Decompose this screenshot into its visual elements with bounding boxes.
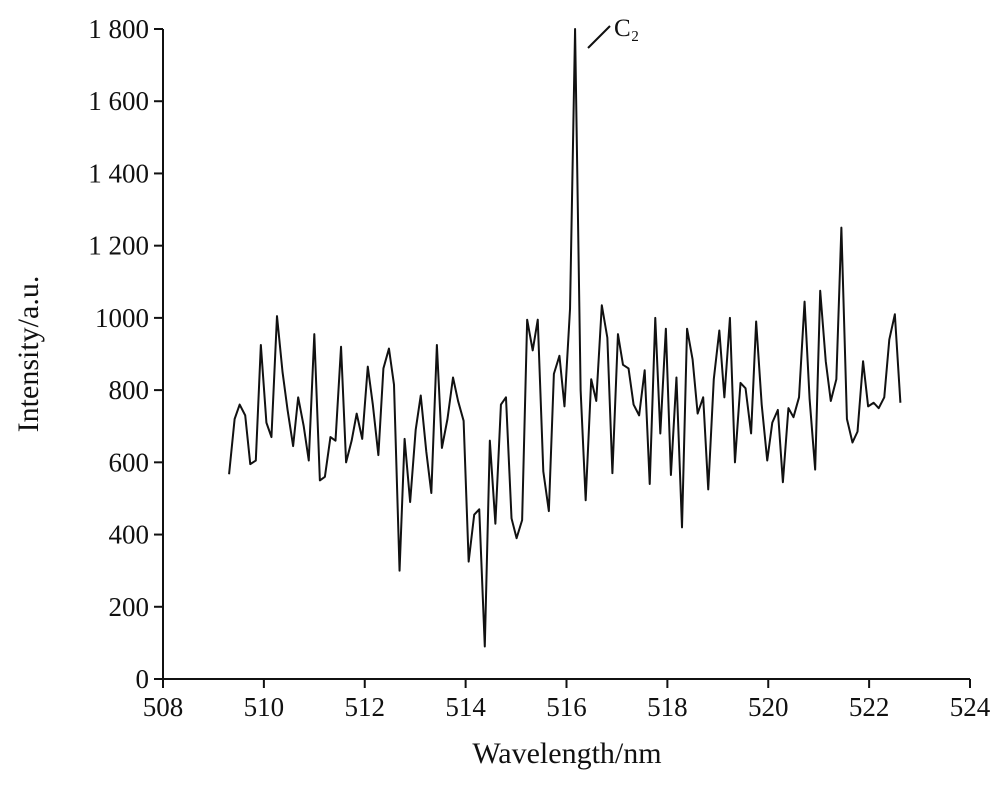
x-tick-label: 508	[143, 692, 184, 722]
data-line	[228, 28, 902, 648]
x-tick-label: 516	[546, 692, 587, 722]
y-tick-label: 400	[109, 520, 150, 550]
y-tick-label: 200	[109, 592, 150, 622]
x-tick-label: 510	[244, 692, 285, 722]
annotation-leader	[587, 25, 611, 49]
y-axis-title: Intensity/a.u.	[12, 276, 45, 433]
annotation: C₂	[614, 15, 639, 42]
x-tick-label: 524	[950, 692, 991, 722]
x-axis-title: Wavelength/nm	[472, 737, 661, 770]
x-tick-label: 518	[647, 692, 688, 722]
y-tick-label: 1 400	[88, 158, 149, 188]
x-tick-label: 514	[445, 692, 486, 722]
x-tick-label: 522	[849, 692, 890, 722]
y-tick-label: 0	[136, 664, 150, 694]
y-tick-label: 1 600	[88, 86, 149, 116]
y-tick-label: 800	[109, 375, 150, 405]
y-tick-label: 600	[109, 447, 150, 477]
y-tick-label: 1 800	[88, 14, 149, 44]
y-tick-label: 1 200	[88, 231, 149, 261]
x-tick-label: 520	[748, 692, 789, 722]
x-tick-label: 512	[345, 692, 386, 722]
y-tick-label: 1000	[95, 303, 149, 333]
